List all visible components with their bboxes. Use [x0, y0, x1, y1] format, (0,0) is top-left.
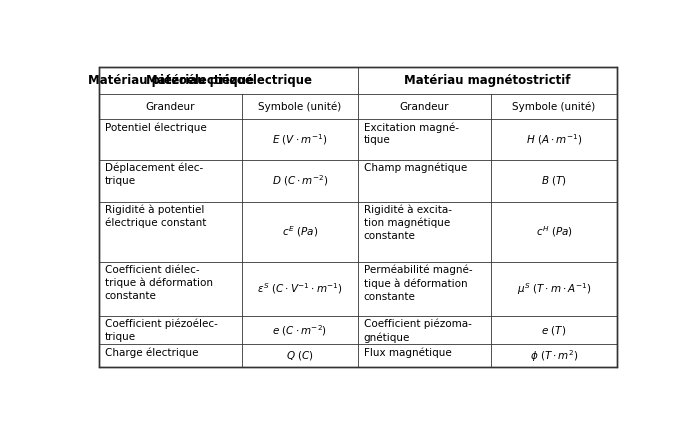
Text: Coefficient diélec-
trique à déformation
constante: Coefficient diélec- trique à déformation… — [105, 265, 212, 301]
Text: Rigidité à potentiel
électrique constant: Rigidité à potentiel électrique constant — [105, 204, 206, 228]
Text: $\epsilon^{S}\ (C \cdot V^{-1} \cdot m^{-1})$: $\epsilon^{S}\ (C \cdot V^{-1} \cdot m^{… — [257, 282, 343, 296]
Text: $c^{H}\ (Pa)$: $c^{H}\ (Pa)$ — [535, 225, 572, 239]
Text: Champ magnétique: Champ magnétique — [363, 163, 467, 173]
Text: $D\ (C \cdot m^{-2})$: $D\ (C \cdot m^{-2})$ — [272, 174, 329, 188]
Text: Coefficient piézoélec-
trique: Coefficient piézoélec- trique — [105, 319, 217, 342]
Text: Excitation magné-
tique: Excitation magné- tique — [363, 122, 459, 146]
Text: $e\ (C \cdot m^{-2})$: $e\ (C \cdot m^{-2})$ — [273, 323, 328, 337]
Text: $Q\ (C)$: $Q\ (C)$ — [286, 349, 314, 362]
Text: Rigidité à excita-
tion magnétique
constante: Rigidité à excita- tion magnétique const… — [363, 204, 452, 241]
Text: Perméabilité magné-
tique à déformation
constante: Perméabilité magné- tique à déformation … — [363, 265, 473, 302]
Text: Grandeur: Grandeur — [400, 102, 449, 112]
Text: $\mu^{S}\ (T \cdot m \cdot A^{-1})$: $\mu^{S}\ (T \cdot m \cdot A^{-1})$ — [517, 281, 591, 297]
Text: Matériau piézoélectrique: Matériau piézoélectrique — [87, 75, 254, 87]
Text: Matériau piézoélectrique: Matériau piézoélectrique — [146, 75, 312, 87]
Text: Flux magnétique: Flux magnétique — [363, 347, 452, 358]
Text: $e\ (T)$: $e\ (T)$ — [542, 324, 567, 337]
Bar — [99, 68, 617, 367]
Text: Grandeur: Grandeur — [146, 102, 195, 112]
Text: Symbole (unité): Symbole (unité) — [259, 102, 342, 112]
Text: Charge électrique: Charge électrique — [105, 347, 199, 358]
Text: $E\ (V \cdot m^{-1})$: $E\ (V \cdot m^{-1})$ — [273, 132, 328, 147]
Text: Matériau magnétostrictif: Matériau magnétostrictif — [405, 75, 571, 87]
Text: Coefficient piézoma-
gnétique: Coefficient piézoma- gnétique — [363, 319, 472, 343]
Text: $B\ (T)$: $B\ (T)$ — [541, 174, 567, 187]
Text: $c^{E}\ (Pa)$: $c^{E}\ (Pa)$ — [282, 225, 318, 239]
Text: $H\ (A \cdot m^{-1})$: $H\ (A \cdot m^{-1})$ — [526, 132, 582, 147]
Text: $\phi\ (T \cdot m^{2})$: $\phi\ (T \cdot m^{2})$ — [530, 348, 578, 364]
Text: Potentiel électrique: Potentiel électrique — [105, 122, 206, 133]
Text: Déplacement élec-
trique: Déplacement élec- trique — [105, 163, 203, 186]
Text: Symbole (unité): Symbole (unité) — [512, 102, 596, 112]
